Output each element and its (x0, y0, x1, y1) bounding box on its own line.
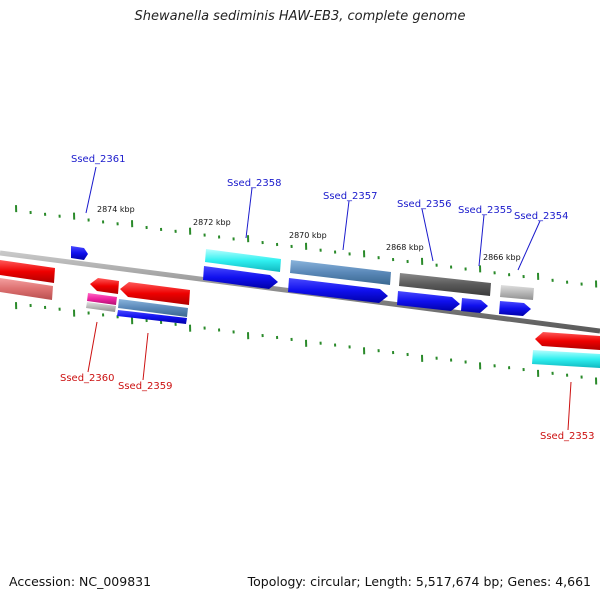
leader-ssed-2358 (245, 187, 253, 239)
gene-ssed-2360-magenta[interactable] (87, 293, 117, 305)
gene-ssed-2360-grey[interactable] (86, 302, 116, 312)
ruler-label: 2868 kbp (386, 243, 424, 252)
gene-label: Ssed_2359 (118, 381, 173, 392)
gene-ssed-2358-box[interactable] (205, 249, 281, 272)
leader-ssed-2356 (421, 208, 434, 262)
leader-ssed-2360 (87, 321, 98, 373)
gene-label: Ssed_2360 (60, 373, 115, 384)
ruler-ticks (15, 205, 598, 385)
gene-ssed-2353-box[interactable] (532, 350, 600, 368)
forward-strand-genes (71, 246, 534, 316)
gene-left-red[interactable] (0, 260, 55, 283)
map-title: Shewanella sediminis HAW-EB3, complete g… (134, 9, 466, 24)
gene-ssed-2359-box[interactable] (118, 299, 188, 317)
gene-label: Ssed_2353 (540, 431, 595, 442)
gene-labels: Ssed_2361 Ssed_2358 Ssed_2357 Ssed_2356 … (60, 154, 595, 442)
gene-ssed-2353[interactable] (535, 332, 600, 350)
gene-label: Ssed_2357 (323, 191, 378, 202)
leader-ssed-2354 (517, 220, 541, 271)
ruler-label: 2866 kbp (483, 253, 521, 262)
ruler-label: 2874 kbp (97, 205, 135, 214)
gene-ssed-2361[interactable] (71, 246, 88, 260)
gene-left-pink[interactable] (0, 278, 53, 300)
leader-ssed-2361 (85, 166, 97, 214)
gene-ssed-2359-blue[interactable] (117, 310, 187, 324)
gene-ssed-2359[interactable] (120, 282, 190, 305)
gene-label: Ssed_2354 (514, 211, 569, 222)
ruler-label: 2872 kbp (193, 218, 231, 227)
label-leaders (85, 166, 572, 431)
gene-ssed-2355[interactable] (461, 298, 488, 313)
accession-text: Accession: NC_009831 (9, 574, 152, 589)
leader-ssed-2357 (342, 200, 350, 251)
gene-ssed-2356[interactable] (397, 291, 460, 311)
gene-ssed-2354-box[interactable] (500, 285, 534, 300)
gene-ssed-2360[interactable] (90, 278, 119, 294)
ruler-label: 2870 kbp (289, 231, 327, 240)
gene-ssed-2357-box[interactable] (290, 260, 391, 285)
gene-label: Ssed_2356 (397, 199, 452, 210)
ruler-labels: 2874 kbp 2872 kbp 2870 kbp 2868 kbp 2866… (97, 205, 521, 262)
leader-ssed-2359 (142, 332, 149, 381)
gene-ssed-2354[interactable] (499, 301, 531, 316)
gene-label: Ssed_2355 (458, 205, 513, 216)
reverse-strand-genes (0, 260, 600, 368)
gene-ssed-2358[interactable] (203, 266, 278, 289)
gene-ssed-2356-box[interactable] (399, 273, 491, 296)
gene-label: Ssed_2358 (227, 178, 282, 189)
genome-stats-text: Topology: circular; Length: 5,517,674 bp… (247, 574, 591, 589)
gene-ssed-2357[interactable] (288, 278, 388, 303)
leader-ssed-2353 (567, 381, 572, 431)
leader-ssed-2355 (478, 214, 485, 267)
gene-label: Ssed_2361 (71, 154, 126, 165)
